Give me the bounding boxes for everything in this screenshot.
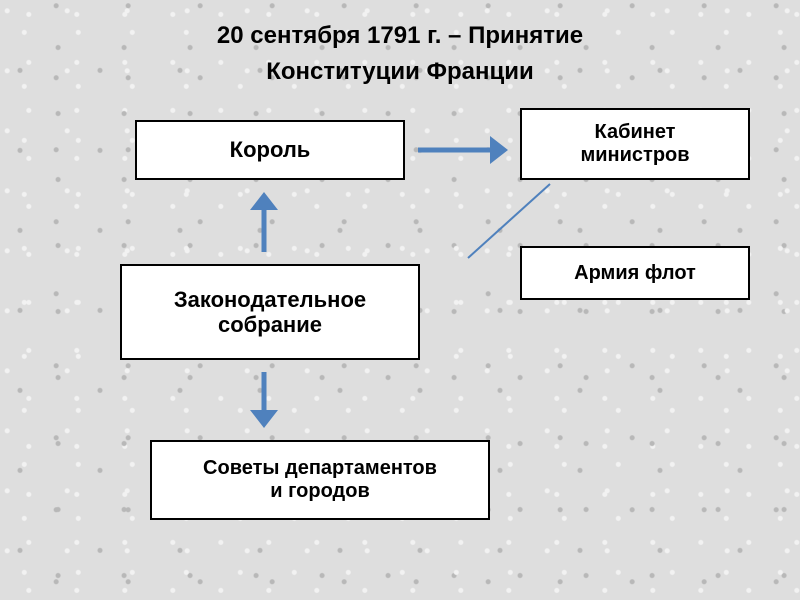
node-legislature: Законодательноесобрание [120,264,420,360]
node-king-label: Король [230,137,311,162]
node-army-label: Армия флот [574,262,696,285]
node-councils: Советы департаментови городов [150,440,490,520]
node-councils-label: Советы департаментови городов [203,457,437,503]
node-legislature-label: Законодательноесобрание [174,287,366,338]
page-title-line2: Конституции Франции [0,58,800,86]
node-cabinet: Кабинетминистров [520,108,750,180]
node-cabinet-label: Кабинетминистров [580,121,689,167]
node-king: Король [135,120,405,180]
page-title-line1: 20 сентября 1791 г. – Принятие [0,22,800,50]
node-army: Армия флот [520,246,750,300]
